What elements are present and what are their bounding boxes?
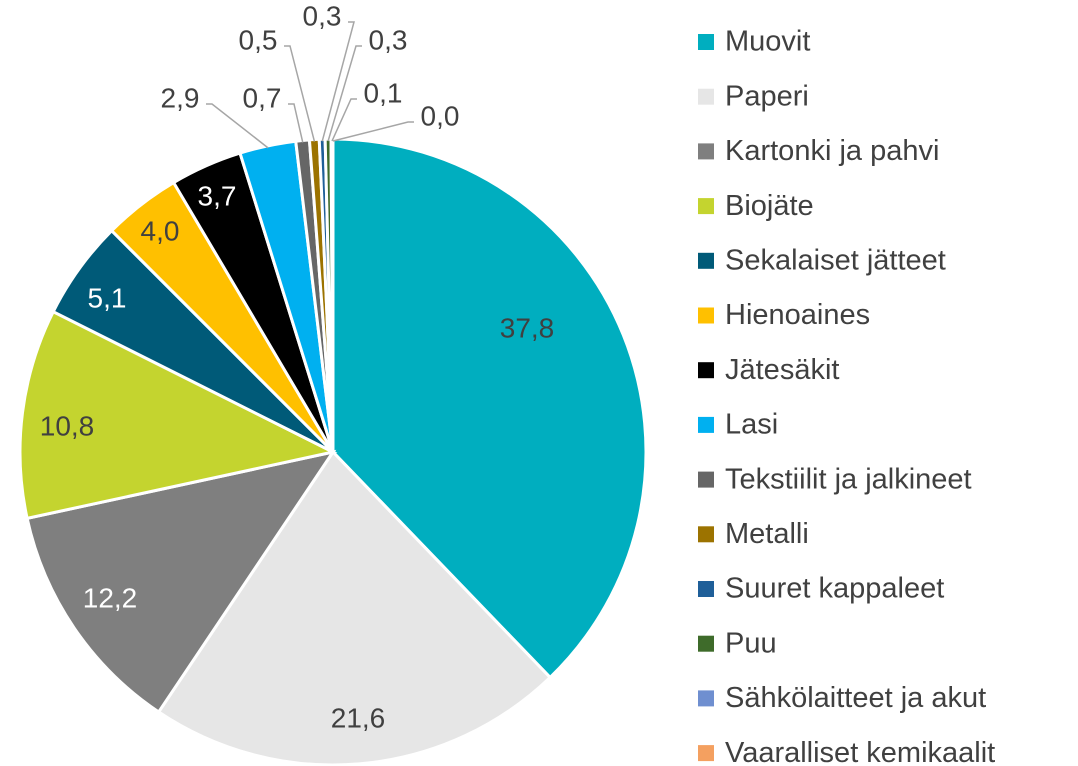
data-label: 3,7	[198, 180, 237, 211]
legend-swatch	[698, 635, 714, 652]
data-label: 0,0	[421, 100, 460, 131]
data-label: 0,5	[239, 24, 278, 55]
legend-label: Jätesäkit	[725, 354, 839, 386]
legend-swatch	[698, 690, 714, 707]
legend-label: Vaaralliset kemikaalit	[725, 737, 995, 766]
legend-label: Muovit	[725, 26, 810, 58]
legend-swatch	[698, 581, 714, 597]
leader-line	[284, 45, 316, 142]
legend-label: Hienoaines	[725, 299, 870, 331]
legend-label: Sähkölaitteet ja akut	[725, 682, 986, 714]
data-label: 37,8	[500, 312, 555, 343]
data-label: 2,9	[161, 82, 200, 113]
pie	[18, 137, 648, 766]
pie-slice	[331, 137, 648, 680]
data-label: 21,6	[331, 702, 386, 733]
legend-swatch	[698, 745, 714, 762]
legend-swatch	[698, 198, 714, 215]
leader-line	[288, 103, 304, 143]
legend-label: Biojäte	[725, 190, 814, 222]
legend-swatch	[698, 34, 714, 50]
leader-line	[321, 21, 355, 142]
legend-swatch	[698, 416, 714, 433]
legend-swatch	[698, 143, 714, 160]
legend-label: Puu	[725, 627, 777, 659]
legend-label: Lasi	[725, 409, 778, 441]
pie-slice	[156, 449, 553, 766]
legend-label: Metalli	[725, 518, 809, 550]
legend-swatch	[698, 362, 714, 379]
pie-slice	[18, 309, 338, 521]
legend-label: Tekstiilit ja jalkineet	[725, 463, 972, 495]
data-label: 0,3	[303, 0, 342, 31]
data-label: 5,1	[88, 282, 127, 313]
legend-label: Suuret kappaleet	[725, 573, 944, 605]
leader-line	[331, 98, 357, 142]
legend-swatch	[698, 526, 714, 543]
legend-label: Kartonki ja pahvi	[725, 135, 939, 167]
leader-line	[206, 103, 269, 149]
legend-swatch	[698, 471, 714, 488]
data-label: 0,3	[369, 24, 408, 55]
data-label: 4,0	[141, 215, 180, 246]
data-label: 12,2	[83, 582, 138, 613]
legend-swatch	[698, 88, 714, 105]
legend-label: Sekalaiset jätteet	[725, 244, 946, 276]
leader-line	[332, 121, 414, 142]
data-label: 10,8	[40, 410, 95, 441]
legend-swatch	[698, 252, 714, 269]
legend-swatch	[698, 307, 714, 324]
pie-slice	[25, 449, 337, 715]
leader-line	[327, 45, 362, 142]
data-label: 0,7	[243, 82, 282, 113]
data-label: 0,1	[364, 77, 403, 108]
legend-label: Paperi	[725, 80, 809, 112]
